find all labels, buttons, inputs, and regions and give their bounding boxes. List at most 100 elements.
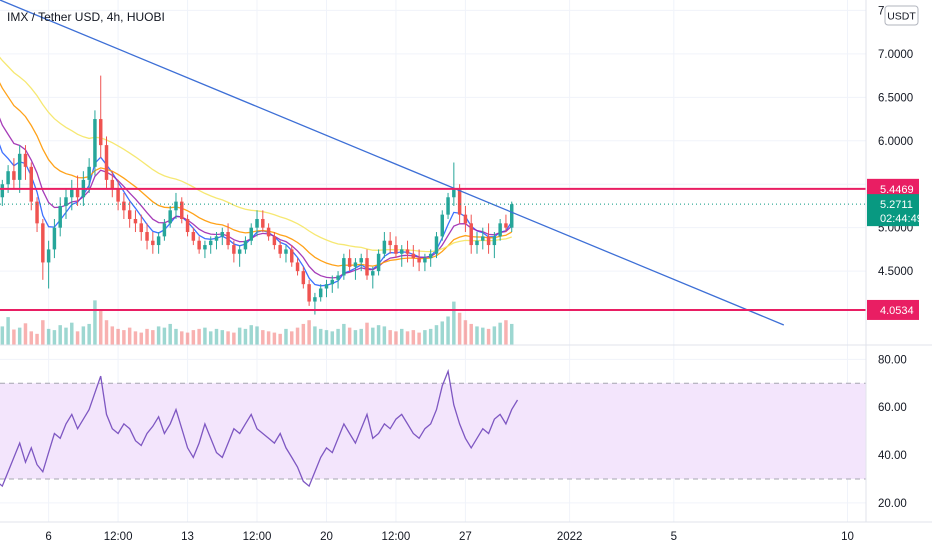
volume-bar [411,330,416,345]
candle-body [318,288,323,298]
candle-body [475,240,479,246]
candle [504,214,508,233]
currency-button[interactable]: USDT [884,5,919,26]
candle [162,218,167,241]
resistance-tag-label: 5.4469 [880,184,914,196]
last-price-tag-bg [867,194,919,227]
candle-body [469,223,473,246]
candle-body [162,223,167,237]
candle-body [394,245,398,254]
candle-body [35,201,39,224]
volume-bar [330,331,335,345]
volume-bar [492,326,497,345]
volume-bar [394,331,398,345]
price-tick-label: 4.5000 [878,266,913,278]
volume-bar [509,323,514,345]
candle-body [23,153,28,167]
volume-bar [336,328,340,345]
candle-body [376,253,381,272]
candle-body [446,197,450,215]
rsi-tick-label: 40.00 [878,450,907,462]
candle [87,158,91,193]
volume-bar [185,332,190,345]
candle [98,75,103,159]
volume-bar [486,328,491,345]
candle [463,205,468,233]
candle [353,258,358,280]
volume-bar [58,325,62,345]
volume-bar [191,330,196,345]
volume-bar [388,330,392,345]
volume-bar [359,328,363,345]
levels [0,0,866,326]
candle [197,236,201,254]
volume-bar [469,323,473,345]
candle [266,223,271,241]
candle-body [423,258,427,263]
time-tick-label: 20 [320,531,333,543]
volume-bar [87,323,91,345]
candle-body [232,245,236,254]
candle [272,232,277,250]
volume-bar [347,327,352,345]
candle-body [278,245,282,254]
volume-bar [255,326,259,345]
candle-body [463,214,468,224]
candle [342,253,346,280]
rsi-line [0,368,519,488]
candle-body [307,284,311,302]
candle [434,232,439,259]
volume-bar [17,327,22,345]
candle [116,179,120,211]
candle [110,171,115,198]
trendline [0,0,785,326]
grid [0,0,866,522]
candle-body [58,205,62,228]
candle-body [388,240,392,246]
volume-bar [272,332,277,345]
volume-bar [75,331,80,345]
candle [509,201,514,233]
candle [336,271,340,289]
candle-body [17,153,22,180]
volume-bar [307,320,311,345]
price-tick-label: 6.0000 [878,136,913,148]
candle-body [452,188,456,198]
candle [371,266,375,289]
volume-bar [371,327,375,345]
time-tick-label: 10 [841,531,854,543]
candle [41,218,45,280]
candle [388,232,392,254]
candle-body [284,249,288,254]
candle [180,197,184,224]
volume-bar [110,326,115,345]
candle [168,205,172,228]
ema-line [0,56,512,253]
candle-body [185,218,190,233]
candle [498,218,502,241]
volume-bars [0,300,514,345]
candle [295,258,300,276]
candle-body [405,249,410,254]
time-tick-label: 2022 [557,531,583,543]
volume-bar [428,328,433,345]
volume-bar [116,328,120,345]
last-price-label: 5.2711 [880,199,913,211]
volume-bar [405,331,410,345]
volume-bar [46,328,51,345]
volume-bar [417,332,421,345]
candle-body [203,245,207,250]
time-tick-label: 12:00 [104,531,133,543]
volume-bar [290,331,294,345]
time-tick-label: 6 [45,531,51,543]
candle [255,210,259,237]
candle-body [249,227,253,241]
candle [290,245,294,267]
candle-body [301,271,306,285]
candle-body [46,249,51,263]
volume-bar [481,327,485,345]
candle-body [180,201,184,219]
candle-body [266,227,271,237]
candle-body [75,188,80,198]
